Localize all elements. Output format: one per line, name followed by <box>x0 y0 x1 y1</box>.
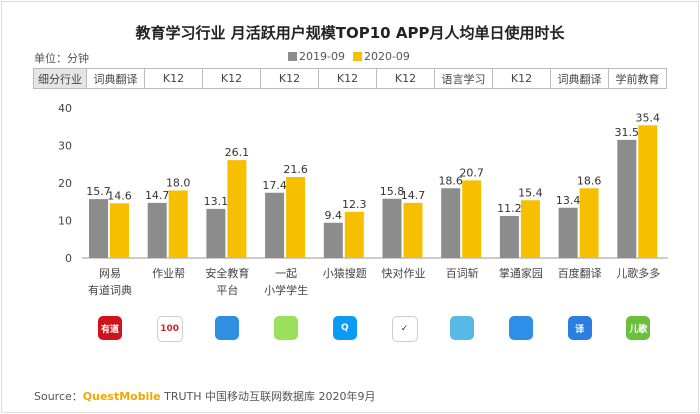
bar-2020-09 <box>344 211 364 258</box>
zuoyebang-app-icon: 100 <box>156 316 183 342</box>
chart-title: 教育学习行业 月活跃用户规模TOP10 APP月人均单日使用时长 <box>135 24 565 42</box>
data-label: 17.4 <box>262 179 287 192</box>
data-label: 18.0 <box>166 177 191 190</box>
kuaidui-app-icon: ✓ <box>391 316 418 342</box>
x-tick-label: 掌通家园 <box>499 266 543 280</box>
x-tick-label: 小猿搜题 <box>323 266 367 280</box>
bar-2019-09 <box>382 198 402 258</box>
y-tick-label: 10 <box>58 215 72 228</box>
data-label: 18.6 <box>438 174 463 187</box>
data-label: 35.4 <box>636 111 661 124</box>
bar-2019-09 <box>265 192 285 258</box>
x-tick-label: 网易 <box>99 267 121 280</box>
x-tick-label: 儿歌多多 <box>616 266 660 280</box>
bar-2019-09 <box>441 188 461 258</box>
bar-2019-09 <box>206 208 226 258</box>
data-label: 31.5 <box>615 126 640 139</box>
app-icons-row: 有道 100 Q ✓ 译 儿歌 <box>0 316 700 342</box>
bar-2020-09 <box>638 125 658 258</box>
xiaoyuan-app-icon: Q <box>332 316 357 340</box>
x-tick-label: 快对作业 <box>382 266 426 280</box>
bar-2020-09 <box>403 202 423 258</box>
data-label: 14.6 <box>107 189 132 202</box>
legend: 2019-09 2020-09 <box>288 50 410 63</box>
bar-2019-09 <box>617 139 637 258</box>
bar-2019-09 <box>499 216 519 258</box>
bar-2020-09 <box>520 200 540 258</box>
y-tick-label: 0 <box>65 252 72 265</box>
data-label: 15.7 <box>86 185 111 198</box>
legend-2019: 2019-09 <box>288 50 345 63</box>
source-note: Source：QuestMobile TRUTH 中国移动互联网数据库 2020… <box>34 390 376 403</box>
segment-cell: 语言学习 <box>434 68 493 89</box>
x-tick-label: 平台 <box>216 283 238 297</box>
anquanjiaoyu-app-icon <box>215 316 240 340</box>
legend-2020: 2020-09 <box>352 50 410 63</box>
data-label: 13.4 <box>556 194 581 207</box>
data-label: 20.7 <box>459 166 484 179</box>
data-label: 9.4 <box>325 209 343 222</box>
data-label: 26.1 <box>225 146 250 159</box>
segment-cell: 学前教育 <box>608 68 667 89</box>
segment-table: 细分行业 词典翻译 K12 K12 K12 K12 K12 语言学习 K12 词典翻译 学前教育 <box>33 68 667 89</box>
segment-cell: K12 <box>260 68 319 89</box>
unit-label: 单位：分钟 <box>34 52 89 65</box>
segment-header: 细分行业 <box>33 68 87 89</box>
data-label: 11.2 <box>497 202 522 215</box>
y-tick-label: 40 <box>58 102 72 115</box>
x-tick-label: 有道词典 <box>88 283 132 297</box>
x-tick-label: 百词斩 <box>446 266 479 280</box>
segment-cell: K12 <box>202 68 261 89</box>
segment-cell: K12 <box>492 68 551 89</box>
data-label: 12.3 <box>342 198 367 211</box>
erge-app-icon: 儿歌 <box>626 316 651 340</box>
baicizhan-app-icon <box>450 316 475 340</box>
data-label: 15.4 <box>518 186 543 199</box>
x-tick-label: 一起 <box>275 267 297 280</box>
bar-2020-09 <box>579 188 599 258</box>
bar-2020-09 <box>286 177 306 258</box>
y-tick-label: 20 <box>58 177 72 190</box>
bar-2020-09 <box>110 203 129 258</box>
data-label: 14.7 <box>401 189 426 202</box>
y-tick-label: 30 <box>58 140 72 153</box>
bar-2020-09 <box>462 180 482 258</box>
data-label: 21.6 <box>283 163 308 176</box>
bar-2019-09 <box>323 222 343 258</box>
baidu-translate-app-icon: 译 <box>567 316 592 340</box>
x-tick-label: 安全教育 <box>205 266 249 280</box>
segment-cell: 词典翻译 <box>550 68 609 89</box>
data-label: 15.8 <box>380 185 405 198</box>
youdao-app-icon: 有道 <box>98 316 122 340</box>
bar-2020-09 <box>168 190 188 258</box>
data-label: 18.6 <box>577 174 602 187</box>
17xue-app-icon <box>274 316 299 340</box>
x-tick-label: 百度翻译 <box>558 266 602 280</box>
bar-2020-09 <box>227 160 247 258</box>
segment-cell: K12 <box>318 68 377 89</box>
data-label: 13.1 <box>204 195 229 208</box>
x-tick-label: 作业帮 <box>152 267 185 280</box>
data-label: 14.7 <box>145 189 170 202</box>
bar-2019-09 <box>558 207 578 258</box>
bar-2019-09 <box>147 202 167 258</box>
segment-cell: 词典翻译 <box>86 68 145 89</box>
x-tick-label: 小学学生 <box>264 283 308 297</box>
bar-2019-09 <box>89 199 108 258</box>
zhangtong-app-icon <box>508 316 533 340</box>
